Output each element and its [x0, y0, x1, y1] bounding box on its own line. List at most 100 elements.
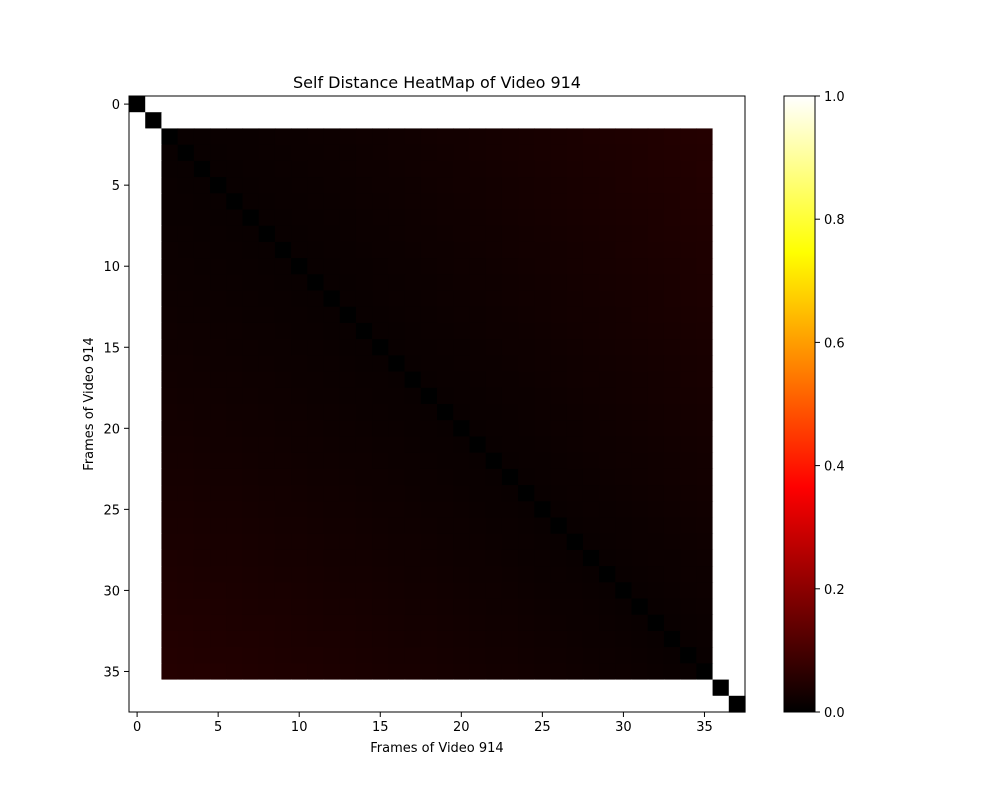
- heatmap-cell: [355, 566, 373, 583]
- heatmap-cell: [469, 322, 487, 340]
- heatmap-cell: [696, 274, 714, 292]
- heatmap-cell: [404, 274, 422, 292]
- heatmap-cell: [193, 160, 211, 178]
- heatmap-cell: [680, 582, 697, 600]
- heatmap-cell: [258, 322, 276, 340]
- heatmap-cell: [145, 290, 163, 308]
- heatmap-cell: [566, 517, 584, 535]
- heatmap-cell: [501, 193, 519, 211]
- heatmap-cell: [242, 339, 260, 356]
- heatmap-cell: [388, 96, 406, 113]
- heatmap-cell: [631, 339, 649, 356]
- heatmap-cell: [566, 630, 584, 648]
- heatmap-cell: [339, 96, 357, 113]
- heatmap-cell: [469, 501, 487, 519]
- heatmap-cell: [437, 387, 454, 405]
- heatmap-cell: [226, 290, 244, 308]
- heatmap-cell: [129, 112, 146, 130]
- heatmap-cell: [210, 371, 227, 389]
- heatmap-cell: [210, 209, 227, 227]
- heatmap-cell: [258, 436, 276, 454]
- y-tick-label: 35: [103, 665, 120, 680]
- heatmap-cell: [501, 647, 519, 664]
- heatmap-cell: [647, 468, 665, 486]
- heatmap-cell: [728, 630, 746, 648]
- heatmap-cell: [372, 193, 389, 211]
- heatmap-cell: [582, 225, 600, 243]
- heatmap-cell: [372, 339, 389, 356]
- heatmap-cell: [518, 144, 535, 162]
- heatmap-cell: [485, 112, 503, 130]
- heatmap-cell: [631, 322, 649, 340]
- heatmap-cell: [372, 420, 389, 438]
- heatmap-cell: [663, 306, 681, 324]
- heatmap-cell: [226, 209, 244, 227]
- heatmap-cell: [307, 566, 325, 583]
- heatmap-cell: [339, 274, 357, 292]
- heatmap-cell: [420, 258, 438, 275]
- heatmap-cell: [129, 436, 146, 454]
- heatmap-cell: [372, 274, 389, 292]
- heatmap-cell: [210, 598, 227, 616]
- heatmap-cell: [291, 452, 308, 470]
- heatmap-cell: [355, 679, 373, 697]
- heatmap-cell: [485, 274, 503, 292]
- heatmap-cell: [680, 647, 697, 664]
- heatmap-cell: [161, 404, 179, 421]
- heatmap-cell: [550, 209, 568, 227]
- heatmap-cell: [485, 501, 503, 519]
- heatmap-cell: [161, 112, 179, 130]
- heatmap-cell: [469, 371, 487, 389]
- x-tick-label: 20: [453, 720, 470, 735]
- heatmap-cell: [534, 566, 552, 583]
- heatmap-cell: [712, 452, 730, 470]
- heatmap-cell: [323, 258, 341, 275]
- heatmap-cell: [437, 193, 454, 211]
- heatmap-cell: [242, 485, 260, 502]
- heatmap-cell: [534, 614, 552, 632]
- heatmap-cell: [372, 630, 389, 648]
- heatmap-cell: [615, 533, 633, 551]
- heatmap-cell: [712, 485, 730, 502]
- heatmap-cell: [420, 160, 438, 178]
- heatmap-cell: [615, 209, 633, 227]
- heatmap-cell: [339, 517, 357, 535]
- heatmap-cell: [226, 241, 244, 259]
- heatmap-cell: [599, 96, 616, 113]
- heatmap-cell: [696, 306, 714, 324]
- heatmap-cell: [258, 209, 276, 227]
- heatmap-cell: [355, 695, 373, 713]
- heatmap-cell: [274, 468, 292, 486]
- heatmap-cell: [355, 582, 373, 600]
- heatmap-cell: [437, 144, 454, 162]
- heatmap-cells: [129, 96, 746, 713]
- heatmap-cell: [193, 566, 211, 583]
- heatmap-cell: [242, 290, 260, 308]
- heatmap-cell: [404, 420, 422, 438]
- heatmap-cell: [372, 160, 389, 178]
- heatmap-cell: [485, 679, 503, 697]
- heatmap-cell: [307, 614, 325, 632]
- heatmap-cell: [518, 468, 535, 486]
- heatmap-cell: [372, 549, 389, 567]
- heatmap-cell: [307, 371, 325, 389]
- heatmap-cell: [453, 468, 471, 486]
- heatmap-cell: [437, 598, 454, 616]
- heatmap-cell: [129, 193, 146, 211]
- heatmap-cell: [323, 582, 341, 600]
- heatmap-cell: [145, 339, 163, 356]
- heatmap-cell: [534, 144, 552, 162]
- heatmap-cell: [242, 695, 260, 713]
- heatmap-cell: [177, 96, 195, 113]
- heatmap-cell: [485, 663, 503, 681]
- heatmap-cell: [501, 339, 519, 356]
- heatmap-cell: [161, 96, 179, 113]
- heatmap-cell: [372, 501, 389, 519]
- heatmap-cell: [355, 322, 373, 340]
- heatmap-cell: [226, 225, 244, 243]
- heatmap-cell: [388, 630, 406, 648]
- heatmap-cell: [420, 209, 438, 227]
- heatmap-cell: [161, 274, 179, 292]
- heatmap-cell: [566, 566, 584, 583]
- heatmap-cell: [258, 485, 276, 502]
